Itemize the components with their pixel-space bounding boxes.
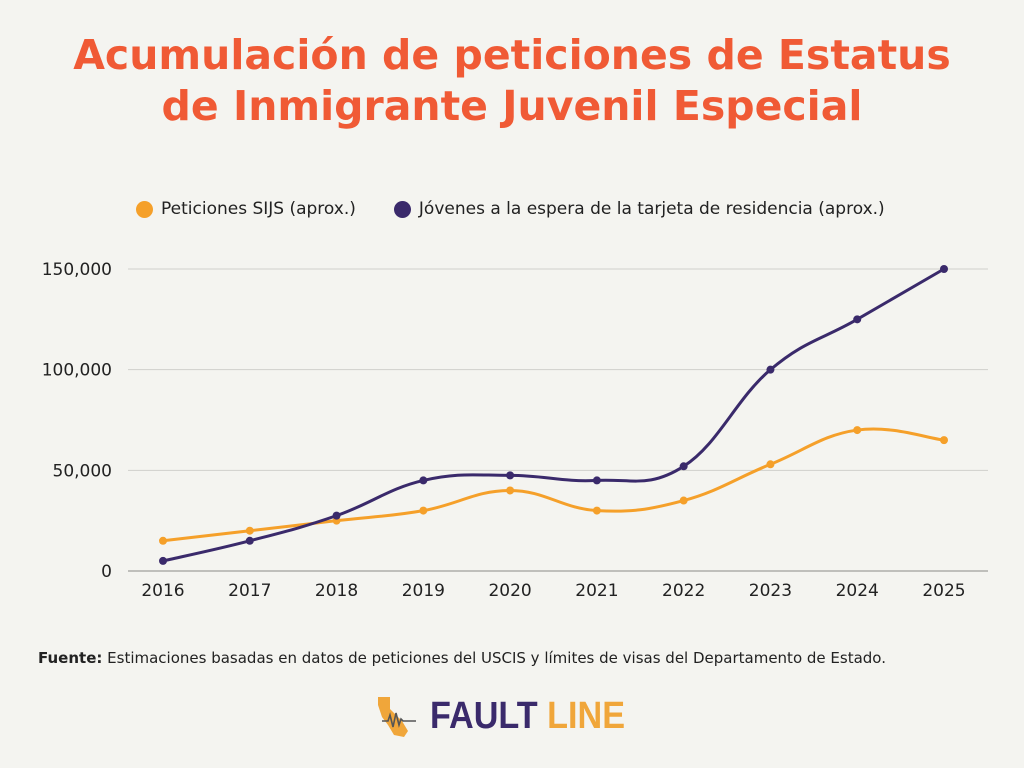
x-tick-label: 2020	[488, 581, 531, 601]
data-point-sijs	[940, 436, 948, 445]
data-point-waiting	[853, 315, 862, 324]
legend-item-sijs: Peticiones SIJS (aprox.)	[136, 199, 356, 219]
data-point-waiting	[679, 462, 688, 471]
x-tick-label: 2025	[922, 581, 965, 601]
legend-label-waiting: Jóvenes a la espera de la tarjeta de res…	[418, 199, 885, 219]
y-tick-label: 0	[101, 562, 112, 582]
california-seismograph-icon	[378, 697, 416, 737]
legend: Peticiones SIJS (aprox.) Jóvenes a la es…	[136, 199, 885, 219]
data-point-sijs	[245, 526, 254, 535]
x-tick-label: 2022	[662, 581, 705, 601]
legend-swatch-waiting	[393, 200, 411, 218]
y-tick-label: 50,000	[53, 461, 112, 481]
data-point-waiting	[159, 556, 167, 565]
data-point-waiting	[506, 471, 515, 480]
chart-title: Acumulación de peticiones de Estatus de …	[0, 30, 1024, 132]
x-tick-label: 2018	[315, 581, 358, 601]
x-tick-label: 2016	[141, 581, 184, 601]
legend-label-sijs: Peticiones SIJS (aprox.)	[161, 199, 356, 219]
data-point-waiting	[245, 536, 254, 545]
data-point-sijs	[679, 496, 688, 505]
x-tick-label: 2017	[228, 581, 271, 601]
data-point-sijs	[766, 460, 775, 469]
data-point-waiting	[766, 365, 775, 374]
x-tick-label: 2019	[402, 581, 445, 601]
data-point-waiting	[592, 476, 601, 485]
data-point-waiting	[940, 265, 948, 273]
legend-item-waiting: Jóvenes a la espera de la tarjeta de res…	[393, 199, 885, 219]
legend-swatch-sijs	[136, 200, 153, 218]
chart-title-line2: de Inmigrante Juvenil Especial	[161, 82, 863, 130]
series-line-sijs	[161, 427, 946, 543]
data-point-waiting	[419, 476, 428, 485]
y-tick-label: 150,000	[42, 260, 112, 280]
x-tick-label: 2024	[836, 581, 879, 601]
source-note: Fuente: Estimaciones basadas en datos de…	[38, 649, 998, 667]
data-point-sijs	[506, 486, 515, 495]
logo-word-line: LINE	[547, 694, 626, 737]
y-tick-label: 100,000	[42, 361, 112, 381]
line-chart: 0 50,000 100,000 150,000 2016 2017 2018 2019 202…	[42, 260, 988, 601]
chart-title-line1: Acumulación de peticiones de Estatus	[73, 31, 951, 79]
fault-line-logo: FAULT LINE	[372, 690, 647, 742]
source-text: Estimaciones basadas en datos de peticio…	[107, 649, 886, 667]
x-tick-label: 2023	[749, 581, 792, 601]
series-line-waiting	[161, 267, 946, 563]
logo-word-fault: FAULT	[430, 694, 538, 737]
data-point-sijs	[592, 506, 601, 515]
data-point-sijs	[419, 506, 428, 515]
data-point-sijs	[159, 536, 167, 545]
source-label: Fuente:	[38, 649, 103, 667]
logo-wordmark: FAULT LINE	[430, 695, 625, 738]
x-tick-label: 2021	[575, 581, 618, 601]
data-point-sijs	[853, 426, 862, 435]
data-point-waiting	[332, 511, 341, 520]
